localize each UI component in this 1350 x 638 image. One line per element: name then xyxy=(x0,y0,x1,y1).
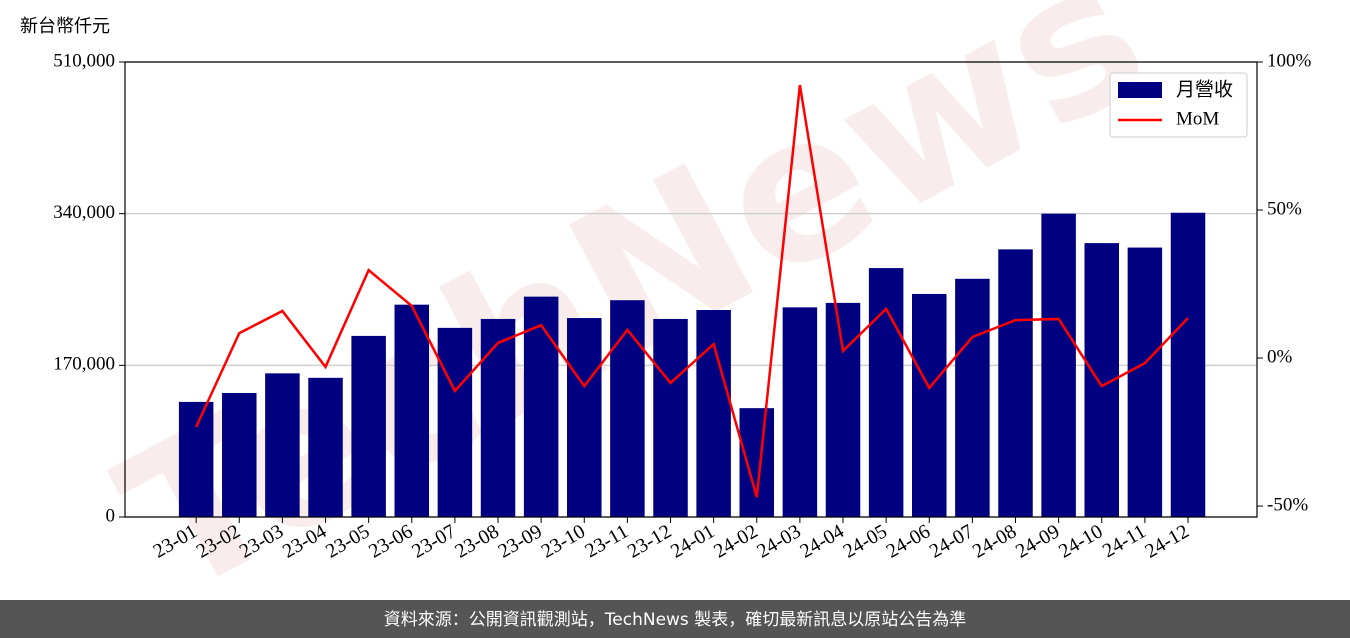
bar xyxy=(1170,212,1206,517)
bar xyxy=(178,401,214,517)
bar xyxy=(351,335,386,517)
plot-frame xyxy=(124,61,1258,518)
x-tick-label: 24-11 xyxy=(1099,520,1150,562)
bar xyxy=(1041,213,1076,517)
x-tick-label: 24-06 xyxy=(883,520,934,562)
bar xyxy=(955,278,990,517)
bar xyxy=(653,318,688,517)
x-tick-label: 24-07 xyxy=(926,520,977,562)
x-tick-label: 23-08 xyxy=(451,520,502,562)
x-tick-label: 24-09 xyxy=(1012,520,1063,562)
x-tick-label: 24-03 xyxy=(753,520,804,562)
bar xyxy=(437,327,473,517)
legend-label: MoM xyxy=(1176,108,1219,129)
x-tick-label: 24-12 xyxy=(1141,520,1192,562)
bar xyxy=(308,377,343,517)
footer-bar xyxy=(0,600,1350,638)
bar xyxy=(912,293,947,517)
bar xyxy=(610,300,645,517)
y-tick-label: 0 xyxy=(106,505,116,526)
footer-text: 資料來源：公開資訊觀測站，TechNews 製表，確切最新訊息以原站公告為準 xyxy=(384,610,966,630)
y2-tick-label: 0% xyxy=(1267,346,1293,367)
bar xyxy=(567,318,602,517)
y2-tick-label: 100% xyxy=(1267,50,1312,71)
y-tick-label: 340,000 xyxy=(53,202,115,223)
x-tick-label: 24-04 xyxy=(796,520,847,562)
bar xyxy=(265,373,300,517)
legend-label: 月營收 xyxy=(1176,79,1233,101)
bar xyxy=(394,304,430,517)
bar xyxy=(523,296,559,517)
line xyxy=(195,84,1189,498)
y2-tick-label: 50% xyxy=(1267,198,1302,219)
bar xyxy=(739,408,775,517)
bar xyxy=(868,268,904,517)
x-tick-label: 23-10 xyxy=(538,520,589,562)
legend-swatch xyxy=(1118,82,1162,98)
x-tick-label: 23-12 xyxy=(624,520,675,562)
x-tick-label: 24-01 xyxy=(667,520,718,562)
x-tick-label: 24-08 xyxy=(969,520,1020,562)
bar xyxy=(480,318,516,517)
x-tick-label: 24-02 xyxy=(710,520,761,562)
y-axis-label: 新台幣仟元 xyxy=(20,16,110,37)
x-tick-label: 23-09 xyxy=(495,520,546,562)
bar xyxy=(782,307,818,517)
bar xyxy=(222,392,257,517)
x-tick-label: 23-07 xyxy=(408,520,459,562)
bar xyxy=(825,302,861,517)
y-tick-label: 170,000 xyxy=(53,354,115,375)
x-tick-label: 23-11 xyxy=(581,520,632,562)
y2-tick-label: -50% xyxy=(1267,494,1308,515)
bar xyxy=(696,310,731,517)
x-tick-label: 24-05 xyxy=(840,520,891,562)
x-tick-label: 24-10 xyxy=(1055,520,1106,562)
bar xyxy=(1127,247,1163,517)
bar xyxy=(998,249,1033,517)
y-tick-label: 510,000 xyxy=(53,50,115,71)
